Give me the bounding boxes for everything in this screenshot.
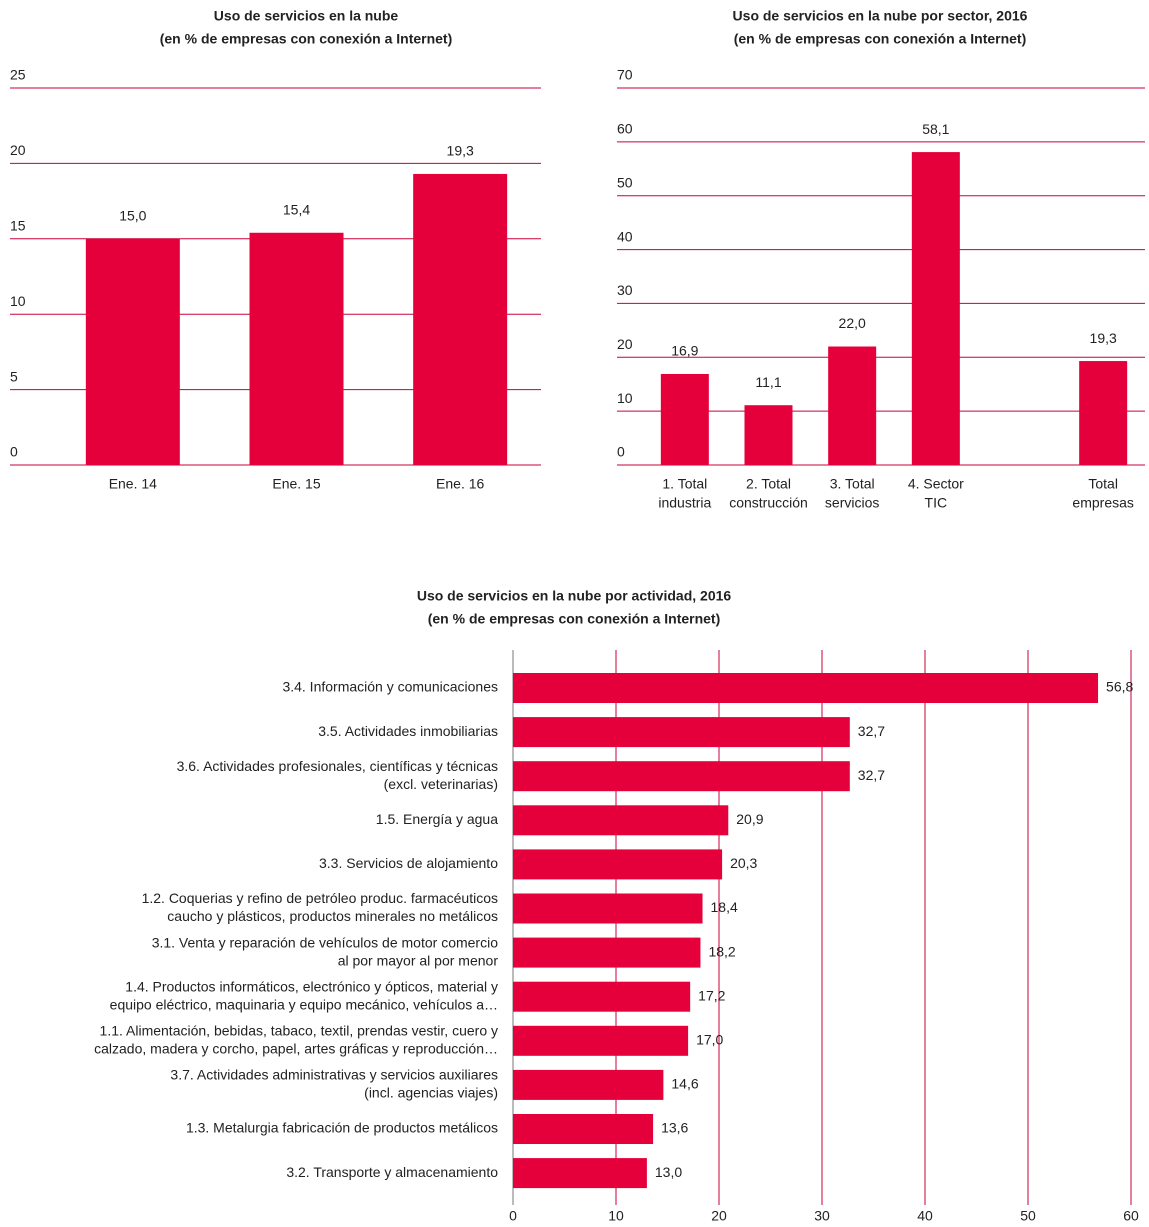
chart-title: Uso de servicios en la nube <box>214 8 399 24</box>
value-label: 58,1 <box>922 121 949 137</box>
category-label: 2. Total <box>746 476 791 492</box>
bar <box>513 805 729 836</box>
value-label: 14,6 <box>671 1076 698 1092</box>
chart-subtitle: (en % de empresas con conexión a Interne… <box>428 611 721 627</box>
bar <box>413 173 508 465</box>
y-tick-label: 10 <box>617 390 633 406</box>
category-label: 1.4. Productos informáticos, electrónico… <box>125 978 498 994</box>
category-label: equipo eléctrico, maquinaria y equipo me… <box>110 996 498 1012</box>
bar <box>513 1114 654 1144</box>
y-tick-label: 20 <box>617 336 633 352</box>
value-label: 20,9 <box>736 811 763 827</box>
category-label: 3.2. Transporte y almacenamiento <box>286 1164 498 1180</box>
bar <box>828 346 877 465</box>
category-label: empresas <box>1072 495 1133 511</box>
category-label: 3.7. Actividades administrativas y servi… <box>170 1067 498 1083</box>
category-label: 3.3. Servicios de alojamiento <box>319 855 498 871</box>
category-label: Ene. 15 <box>272 476 320 492</box>
value-label: 18,4 <box>711 899 738 915</box>
y-tick-label: 70 <box>617 67 633 83</box>
bar <box>513 761 850 792</box>
bar <box>513 849 723 880</box>
value-label: 32,7 <box>858 723 885 739</box>
y-tick-label: 5 <box>10 368 18 384</box>
category-label: 1.1. Alimentación, bebidas, tabaco, text… <box>100 1023 498 1039</box>
category-label: Ene. 14 <box>109 476 157 492</box>
category-label: 3.5. Actividades inmobiliarias <box>318 723 498 739</box>
chart-subtitle: (en % de empresas con conexión a Interne… <box>160 31 453 47</box>
bar <box>513 893 703 924</box>
category-label: Total <box>1088 476 1118 492</box>
value-label: 19,3 <box>447 143 474 159</box>
y-tick-label: 20 <box>10 142 26 158</box>
bar <box>513 981 691 1012</box>
category-label: 1. Total <box>662 476 707 492</box>
category-label: al por mayor al por menor <box>338 952 499 968</box>
y-tick-label: 10 <box>10 293 26 309</box>
x-tick-label: 30 <box>814 1208 830 1224</box>
bar <box>513 673 1099 703</box>
value-label: 22,0 <box>839 315 866 331</box>
x-tick-label: 50 <box>1020 1208 1036 1224</box>
category-label: TIC <box>925 495 948 511</box>
value-label: 19,3 <box>1090 330 1117 346</box>
category-label: 4. Sector <box>908 476 964 492</box>
category-label: 3. Total <box>830 476 875 492</box>
bar <box>513 937 701 968</box>
value-label: 16,9 <box>671 343 698 359</box>
bar <box>513 1069 664 1100</box>
y-tick-label: 30 <box>617 282 633 298</box>
category-label: (excl. veterinarias) <box>384 776 498 792</box>
y-tick-label: 15 <box>10 218 26 234</box>
value-label: 13,0 <box>655 1164 682 1180</box>
category-label: 3.6. Actividades profesionales, científi… <box>177 758 498 774</box>
value-label: 15,4 <box>283 201 310 217</box>
category-label: 1.3. Metalurgia fabricación de productos… <box>186 1120 498 1136</box>
value-label: 17,0 <box>696 1032 723 1048</box>
category-label: calzado, madera y corcho, papel, artes g… <box>94 1041 498 1057</box>
value-label: 20,3 <box>730 855 757 871</box>
y-tick-label: 50 <box>617 174 633 190</box>
category-label: (incl. agencias viajes) <box>364 1085 498 1101</box>
y-tick-label: 60 <box>617 121 633 137</box>
value-label: 32,7 <box>858 767 885 783</box>
x-tick-label: 10 <box>608 1208 624 1224</box>
value-label: 18,2 <box>708 943 735 959</box>
chart-title: Uso de servicios en la nube por sector, … <box>733 8 1028 24</box>
chart-title: Uso de servicios en la nube por activida… <box>417 588 732 604</box>
category-label: servicios <box>825 495 879 511</box>
bar <box>249 232 344 465</box>
category-label: construcción <box>729 495 808 511</box>
y-tick-label: 40 <box>617 228 633 244</box>
bar <box>513 1158 647 1189</box>
x-tick-label: 60 <box>1123 1208 1139 1224</box>
value-label: 56,8 <box>1106 679 1133 695</box>
bar <box>513 717 850 748</box>
category-label: industria <box>658 495 711 511</box>
bar <box>660 373 709 465</box>
value-label: 11,1 <box>755 374 781 390</box>
value-label: 17,2 <box>698 987 725 1003</box>
category-label: 3.4. Información y comunicaciones <box>282 679 498 695</box>
bar <box>1079 361 1128 465</box>
category-label: 1.2. Coquerias y refino de petróleo prod… <box>142 890 498 906</box>
category-label: 1.5. Energía y agua <box>376 811 498 827</box>
category-label: 3.1. Venta y reparación de vehículos de … <box>152 934 499 950</box>
bar <box>513 1025 689 1056</box>
y-tick-label: 0 <box>617 444 625 460</box>
chart-subtitle: (en % de empresas con conexión a Interne… <box>734 31 1027 47</box>
y-tick-label: 25 <box>10 67 26 83</box>
bar <box>911 152 960 465</box>
category-label: caucho y plásticos, productos minerales … <box>167 908 498 924</box>
x-tick-label: 40 <box>917 1208 933 1224</box>
bar <box>85 238 180 465</box>
value-label: 13,6 <box>661 1120 688 1136</box>
y-tick-label: 0 <box>10 444 18 460</box>
value-label: 15,0 <box>119 208 146 224</box>
category-label: Ene. 16 <box>436 476 484 492</box>
bar <box>744 405 793 465</box>
x-tick-label: 20 <box>711 1208 727 1224</box>
x-tick-label: 0 <box>509 1208 517 1224</box>
